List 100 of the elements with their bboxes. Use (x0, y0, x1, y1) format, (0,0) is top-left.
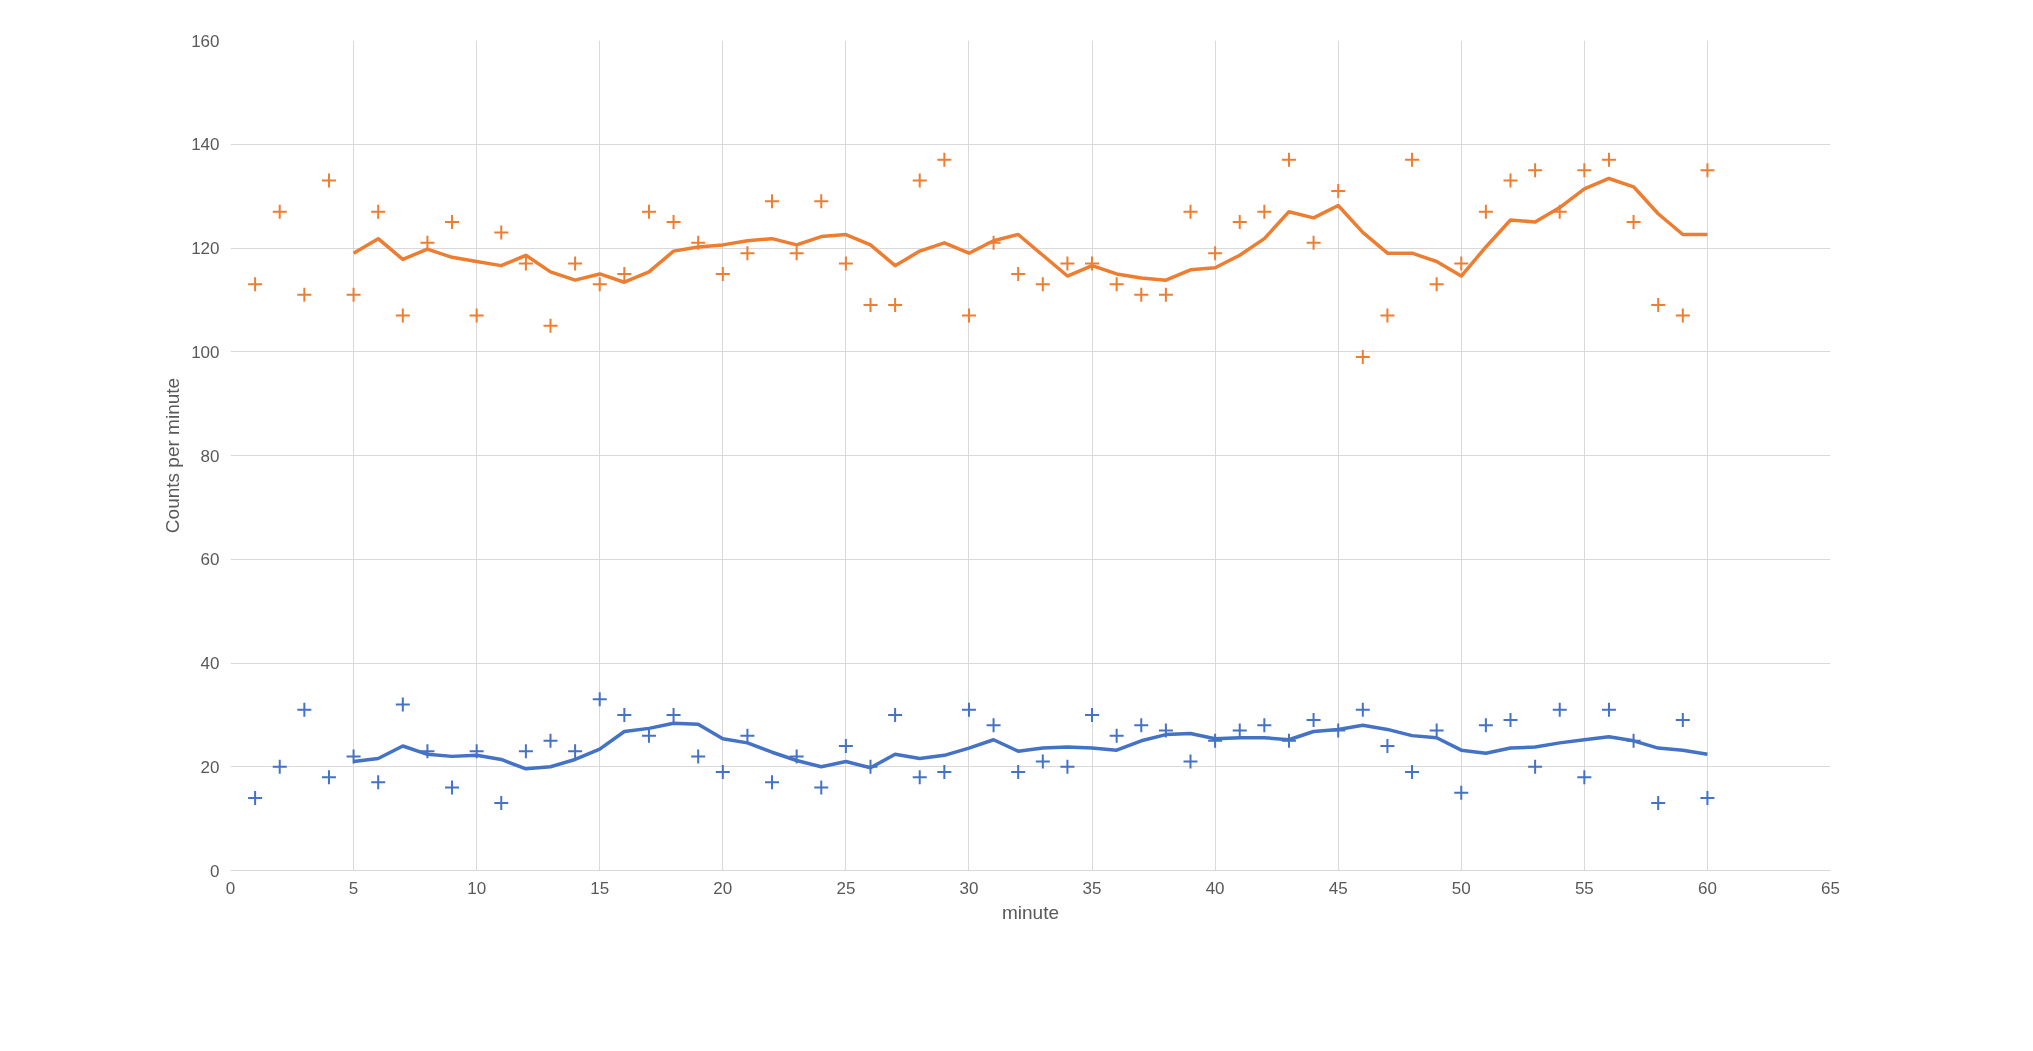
point (1699, 789, 1716, 806)
point (1379, 738, 1396, 754)
y-tick-label: 140 (191, 135, 220, 155)
point (1404, 763, 1421, 780)
point (1674, 307, 1691, 324)
point (444, 214, 461, 231)
x-tick-label: 35 (1082, 878, 1102, 898)
point (813, 779, 830, 796)
point (1133, 717, 1150, 734)
point (1576, 769, 1593, 786)
point (788, 748, 805, 765)
point (1379, 307, 1396, 324)
point (1674, 712, 1691, 729)
point (542, 732, 559, 749)
point (1305, 712, 1322, 729)
y-tick-label: 100 (191, 342, 220, 362)
point (468, 307, 485, 324)
point (911, 769, 928, 786)
y-tick-label: 20 (200, 757, 220, 777)
point (911, 172, 928, 189)
point (591, 276, 608, 293)
point (345, 748, 362, 765)
point (1034, 276, 1051, 293)
x-tick-label: 10 (467, 878, 487, 898)
point (345, 286, 362, 303)
point (493, 795, 510, 812)
point (640, 203, 657, 220)
point (714, 763, 731, 780)
point (1527, 758, 1544, 775)
point (960, 701, 977, 718)
point (1477, 203, 1494, 220)
x-axis-title: minute (1001, 901, 1060, 923)
point (1600, 701, 1617, 718)
point (1157, 286, 1174, 303)
y-axis-title: Counts per minute (162, 377, 184, 534)
y-tick-label: 80 (200, 446, 220, 466)
point (1699, 162, 1716, 179)
point (936, 763, 953, 780)
y-tick-label: 60 (200, 550, 220, 570)
point (271, 203, 288, 220)
point (714, 265, 731, 282)
x-tick-label: 40 (1205, 878, 1225, 898)
point (1084, 255, 1101, 272)
point (1010, 763, 1027, 780)
point (1576, 162, 1593, 179)
point (739, 245, 756, 262)
point (1231, 214, 1248, 231)
point (1034, 753, 1051, 770)
y-tick-label: 0 (210, 861, 220, 881)
point (690, 748, 707, 765)
point (1428, 722, 1445, 739)
point (665, 706, 682, 723)
x-tick-label: 65 (1821, 878, 1840, 898)
point (1600, 151, 1617, 168)
point (1207, 245, 1224, 262)
y-tick-label: 40 (200, 654, 220, 673)
point (1453, 784, 1470, 801)
point (1354, 701, 1371, 718)
point (690, 234, 707, 251)
x-tick-label: 15 (590, 878, 610, 898)
x-tick-label: 45 (1328, 878, 1348, 898)
point (1428, 276, 1445, 293)
x-tick-label: 60 (1697, 878, 1717, 898)
point (1108, 727, 1125, 744)
point (960, 307, 977, 324)
point (1059, 758, 1076, 775)
point (370, 774, 387, 791)
point (296, 701, 313, 718)
point (394, 307, 411, 324)
point (444, 779, 461, 796)
y-tick-label: 160 (191, 31, 220, 51)
point (1280, 732, 1297, 749)
point (247, 789, 264, 806)
point (591, 691, 608, 708)
point (764, 193, 781, 210)
point (739, 727, 756, 744)
x-tick-label: 20 (713, 878, 733, 898)
y-tick-label: 120 (191, 239, 220, 258)
point (665, 214, 682, 231)
point (1182, 203, 1199, 220)
point (1625, 214, 1642, 231)
point (296, 286, 313, 303)
point (370, 203, 387, 220)
point (271, 758, 288, 775)
point (1133, 286, 1150, 303)
x-tick-label: 25 (836, 878, 856, 898)
point (985, 717, 1002, 734)
point (493, 224, 510, 241)
point (764, 774, 781, 791)
point (247, 276, 264, 293)
point (1157, 722, 1174, 739)
point (1256, 717, 1273, 734)
point (616, 706, 633, 723)
point (936, 151, 953, 168)
point (320, 769, 337, 786)
point (862, 297, 879, 314)
point (1650, 297, 1667, 314)
x-tick-label: 50 (1451, 878, 1471, 898)
point (616, 265, 633, 282)
point (837, 738, 854, 754)
